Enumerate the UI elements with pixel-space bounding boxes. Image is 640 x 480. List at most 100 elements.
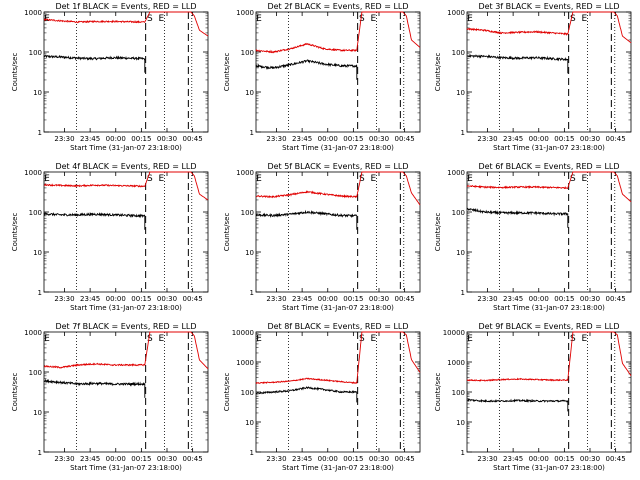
events-series-line (43, 211, 146, 230)
x-tick-label: 00:30 (157, 135, 177, 143)
start-marker-label: S (570, 334, 576, 344)
panel-title: Det 7f BLACK = Events, RED = LLD (55, 322, 196, 331)
end-marker-label: E (582, 14, 588, 24)
events-series-line (466, 398, 569, 412)
x-tick-label: 00:45 (395, 455, 415, 463)
lld-series-line (43, 11, 209, 37)
y-tick-label: 100 (29, 209, 42, 217)
x-tick-label: 00:00 (106, 455, 126, 463)
x-tick-label: 23:45 (80, 135, 100, 143)
y-axis-label: Counts/sec (223, 53, 231, 92)
x-tick-label: 00:00 (318, 135, 338, 143)
events-series-line (466, 207, 569, 228)
x-axis-label: Start Time (31-Jan-07 23:18:00) (282, 464, 394, 472)
x-axis-label: Start Time (31-Jan-07 23:18:00) (70, 464, 182, 472)
x-tick-label: 00:45 (183, 135, 203, 143)
plot-frame (466, 11, 632, 133)
y-tick-label: 10 (456, 89, 465, 97)
y-axis-label: Counts/sec (434, 213, 442, 252)
left-edge-marker-label: E (256, 14, 262, 24)
y-tick-label: 100 (29, 369, 42, 377)
x-tick-label: 00:45 (606, 135, 626, 143)
left-edge-marker-label: E (467, 174, 473, 184)
x-tick-label: 00:00 (529, 295, 549, 303)
x-tick-label: 00:45 (395, 135, 415, 143)
lld-series-line (466, 11, 632, 44)
end-marker-label: E (159, 174, 165, 184)
x-tick-label: 00:45 (395, 295, 415, 303)
x-tick-label: 00:00 (529, 135, 549, 143)
start-marker-label: S (570, 174, 576, 184)
start-marker-label: S (147, 14, 153, 24)
y-tick-label: 1000 (447, 9, 465, 17)
x-tick-label: 00:30 (157, 295, 177, 303)
left-edge-marker-label: E (44, 334, 50, 344)
y-tick-label: 1 (38, 129, 42, 137)
detector-panel: Det 3f BLACK = Events, RED = LLD 1 10 100 10… (434, 2, 632, 152)
y-tick-label: 1000 (447, 169, 465, 177)
start-marker-label: S (359, 174, 365, 184)
y-axis-label: Counts/sec (223, 373, 231, 412)
y-tick-label: 1000 (24, 9, 42, 17)
x-tick-label: 00:15 (554, 455, 574, 463)
y-tick-label: 1 (250, 289, 254, 297)
y-axis-label: Counts/sec (223, 213, 231, 252)
x-tick-label: 00:15 (131, 135, 151, 143)
y-axis-label: Counts/sec (11, 53, 19, 92)
detector-panel: Det 1f BLACK = Events, RED = LLD 1 10 100 10… (11, 2, 209, 152)
events-series-line (466, 53, 569, 74)
x-tick-label: 00:15 (131, 295, 151, 303)
y-tick-label: 10 (245, 89, 254, 97)
y-axis-label: Counts/sec (434, 373, 442, 412)
y-tick-label: 1 (38, 289, 42, 297)
panel-title: Det 6f BLACK = Events, RED = LLD (478, 162, 619, 171)
lld-series-line (466, 171, 632, 203)
y-tick-label: 10 (33, 89, 42, 97)
plot-frame (466, 171, 632, 293)
detector-panel: Det 4f BLACK = Events, RED = LLD 1 10 100 10… (11, 162, 209, 312)
events-series-line (255, 59, 358, 80)
x-tick-label: 00:45 (606, 455, 626, 463)
left-edge-marker-label: E (44, 174, 50, 184)
x-axis-label: Start Time (31-Jan-07 23:18:00) (282, 144, 394, 152)
x-tick-label: 23:30 (266, 295, 286, 303)
y-axis-label: Counts/sec (11, 373, 19, 412)
x-tick-label: 23:30 (266, 455, 286, 463)
x-tick-label: 00:30 (369, 295, 389, 303)
x-tick-label: 00:30 (580, 455, 600, 463)
x-tick-label: 00:15 (343, 135, 363, 143)
end-marker-label: E (371, 14, 377, 24)
y-tick-label: 1000 (236, 359, 254, 367)
lld-series-line (255, 11, 421, 54)
detector-panel: Det 8f BLACK = Events, RED = LLD 1 10 100 10… (223, 322, 421, 472)
x-tick-label: 23:45 (503, 295, 523, 303)
lld-series-line (466, 331, 632, 382)
y-tick-label: 1 (461, 449, 465, 457)
detector-panel: Det 5f BLACK = Events, RED = LLD 1 10 100 10… (223, 162, 421, 312)
plot-frame (43, 331, 209, 453)
panel-title: Det 4f BLACK = Events, RED = LLD (55, 162, 196, 171)
x-tick-label: 23:30 (477, 135, 497, 143)
x-tick-label: 00:30 (580, 135, 600, 143)
x-tick-label: 23:30 (266, 135, 286, 143)
y-tick-label: 100 (452, 209, 465, 217)
x-axis-label: Start Time (31-Jan-07 23:18:00) (70, 304, 182, 312)
y-tick-label: 100 (452, 389, 465, 397)
y-tick-label: 1 (38, 449, 42, 457)
plot-frame (255, 171, 421, 293)
x-tick-label: 23:45 (292, 295, 312, 303)
x-axis-label: Start Time (31-Jan-07 23:18:00) (493, 144, 605, 152)
y-tick-label: 100 (29, 49, 42, 57)
x-axis-label: Start Time (31-Jan-07 23:18:00) (70, 144, 182, 152)
x-tick-label: 00:00 (318, 455, 338, 463)
lld-series-line (43, 331, 209, 370)
x-axis-label: Start Time (31-Jan-07 23:18:00) (493, 464, 605, 472)
x-tick-label: 23:45 (292, 135, 312, 143)
detector-panel: Det 6f BLACK = Events, RED = LLD 1 10 100 10… (434, 162, 632, 312)
x-tick-label: 00:30 (369, 135, 389, 143)
end-marker-label: E (159, 334, 165, 344)
y-tick-label: 1 (461, 289, 465, 297)
y-tick-label: 10000 (443, 329, 465, 337)
y-axis-label: Counts/sec (434, 53, 442, 92)
